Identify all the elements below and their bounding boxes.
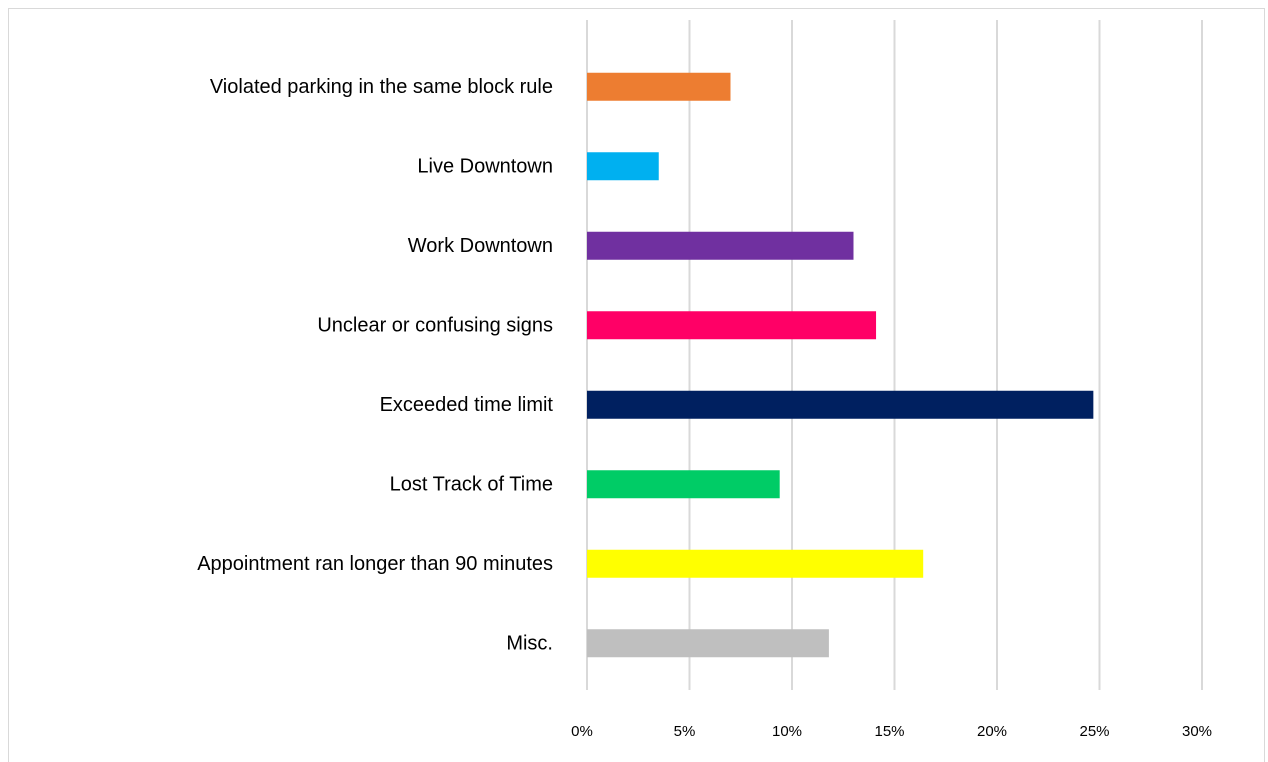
bar <box>587 72 731 101</box>
category-label: Exceeded time limit <box>380 394 554 416</box>
category-label: Appointment ran longer than 90 minutes <box>197 553 553 575</box>
category-label: Work Downtown <box>408 235 553 257</box>
x-tick-label: 0% <box>571 723 593 740</box>
category-label: Live Downtown <box>417 156 553 178</box>
bar <box>587 311 877 340</box>
bar <box>587 629 829 658</box>
x-tick-label: 30% <box>1182 723 1212 740</box>
category-label: Misc. <box>506 633 553 655</box>
category-label: Violated parking in the same block rule <box>210 76 553 98</box>
bar <box>587 231 854 260</box>
bar <box>587 390 1094 419</box>
category-label: Lost Track of Time <box>390 474 553 496</box>
bar <box>587 470 780 499</box>
x-tick-label: 25% <box>1079 723 1109 740</box>
bar <box>587 549 924 578</box>
x-tick-label: 15% <box>874 723 904 740</box>
bar <box>587 152 659 181</box>
x-tick-label: 20% <box>977 723 1007 740</box>
x-tick-label: 10% <box>772 723 802 740</box>
x-tick-label: 5% <box>674 723 696 740</box>
category-label: Unclear or confusing signs <box>317 315 553 337</box>
